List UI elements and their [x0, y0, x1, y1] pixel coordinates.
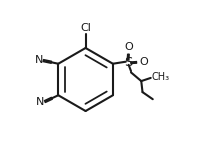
Text: O: O — [125, 42, 133, 52]
Text: O: O — [139, 57, 148, 67]
Text: N: N — [36, 97, 45, 107]
Text: CH₃: CH₃ — [152, 72, 170, 82]
Text: S: S — [124, 56, 133, 69]
Text: Cl: Cl — [80, 23, 91, 33]
Text: N: N — [34, 55, 43, 65]
